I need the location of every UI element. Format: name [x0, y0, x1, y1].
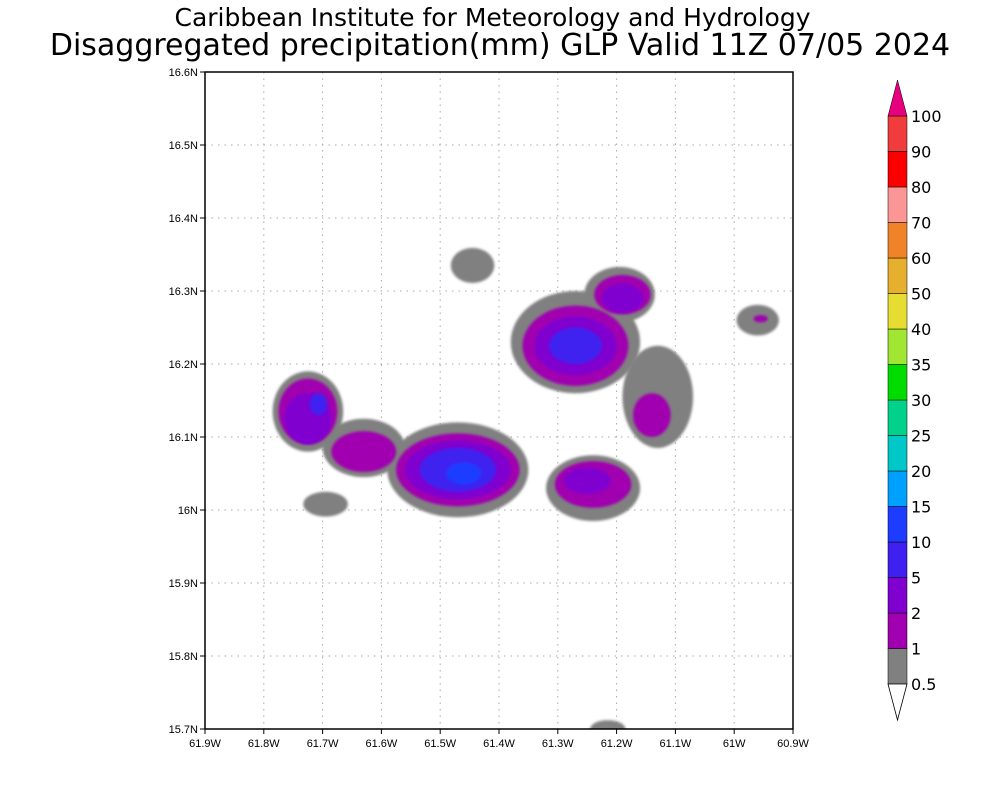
colorbar-label: 10 — [911, 533, 931, 552]
colorbar-label: 2 — [911, 604, 921, 623]
colorbar-swatch — [887, 506, 908, 543]
precip-area — [548, 327, 602, 364]
tick-label-lat: 16.5N — [169, 140, 198, 152]
latitude-axis: 15.7N 15.8N 15.9N 16N 16.1N 16.2N 16.3N 16.4N 16… — [169, 67, 205, 736]
tick-label-lon: 61.7W — [307, 738, 339, 750]
precip-area — [633, 393, 671, 437]
colorbar-min-arrow — [887, 683, 908, 722]
colorbar-label: 20 — [911, 462, 931, 481]
colorbar-swatch — [887, 328, 908, 365]
tick-label-lon: 61.1W — [660, 738, 692, 750]
colorbar-label: 5 — [911, 569, 921, 588]
precip-area — [303, 491, 348, 517]
colorbar-swatch — [887, 257, 908, 294]
colorbar-swatch — [887, 612, 908, 649]
precipitation-field — [272, 247, 779, 729]
colorbar-label: 90 — [911, 143, 931, 162]
colorbar-label: 0.5 — [911, 675, 936, 694]
colorbar-label: 1 — [911, 640, 921, 659]
colorbar-swatch — [887, 399, 908, 436]
precip-area — [331, 431, 397, 473]
colorbar-swatch — [887, 151, 908, 188]
colorbar-label: 35 — [911, 356, 931, 375]
tick-label-lon: 61.5W — [424, 738, 456, 750]
colorbar-label: 25 — [911, 427, 931, 446]
colorbar-swatch — [887, 364, 908, 401]
precip-area — [309, 393, 328, 416]
colorbar-swatch — [887, 293, 908, 330]
colorbar-label: 60 — [911, 249, 931, 268]
colorbar-label: 100 — [911, 107, 942, 126]
colorbar-label: 40 — [911, 320, 931, 339]
tick-label-lon: 61.3W — [542, 738, 574, 750]
tick-label-lat: 15.7N — [169, 724, 198, 736]
tick-label-lat: 16N — [178, 505, 198, 517]
tick-label-lat: 16.6N — [169, 67, 198, 79]
precip-area — [590, 720, 626, 729]
colorbar-swatch — [887, 470, 908, 507]
tick-label-lon: 61.8W — [248, 738, 280, 750]
tick-label-lon: 61.6W — [366, 738, 398, 750]
tick-label-lon: 61.4W — [483, 738, 515, 750]
colorbar-label: 70 — [911, 214, 931, 233]
colorbar-swatch — [887, 648, 908, 685]
colorbar-swatch — [887, 222, 908, 259]
tick-label-lat: 16.3N — [169, 286, 198, 298]
colorbar-swatch — [887, 186, 908, 223]
tick-label-lat: 16.2N — [169, 359, 198, 371]
tick-label-lon: 61W — [723, 738, 746, 750]
colorbar-label: 50 — [911, 285, 931, 304]
tick-label-lat: 16.4N — [169, 213, 198, 225]
colorbar-label: 15 — [911, 498, 931, 517]
colorbar-swatch — [887, 541, 908, 578]
precip-area — [601, 283, 644, 313]
colorbar-max-arrow — [887, 79, 908, 117]
tick-label-lon: 61.9W — [189, 738, 221, 750]
title-product: Disaggregated precipitation(mm) GLP Vali… — [49, 28, 951, 63]
precip-area — [446, 462, 482, 485]
longitude-axis: 61.9W 61.8W 61.7W 61.6W 61.5W 61.4W 61.3W 61.2W… — [189, 729, 810, 750]
precip-area — [563, 467, 611, 494]
colorbar-swatch — [887, 115, 908, 152]
colorbar-label: 80 — [911, 178, 931, 197]
tick-label-lat: 16.1N — [169, 432, 198, 444]
title-institute: Caribbean Institute for Meteorology and … — [174, 3, 811, 32]
colorbar-swatch — [887, 435, 908, 472]
precip-area — [450, 247, 495, 283]
colorbar-swatch — [887, 577, 908, 614]
colorbar-label: 30 — [911, 391, 931, 410]
tick-label-lat: 15.8N — [169, 651, 198, 663]
precip-area — [753, 315, 768, 323]
tick-label-lon: 61.2W — [601, 738, 633, 750]
tick-label-lat: 15.9N — [169, 578, 198, 590]
tick-label-lon: 60.9W — [777, 738, 809, 750]
